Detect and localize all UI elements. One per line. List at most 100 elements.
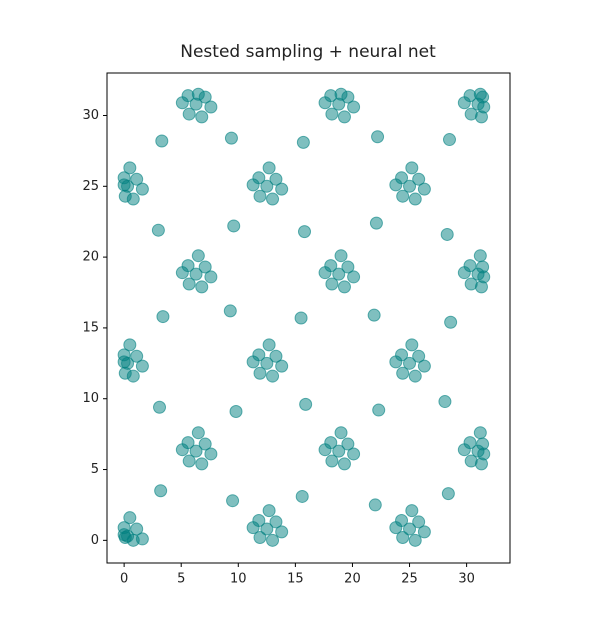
y-tick-label: 5 bbox=[91, 462, 99, 477]
point bbox=[389, 178, 403, 192]
point bbox=[347, 270, 361, 284]
point bbox=[417, 359, 431, 373]
point bbox=[405, 161, 419, 175]
x-tick-label: 15 bbox=[287, 572, 304, 587]
point bbox=[117, 355, 131, 369]
point bbox=[182, 107, 196, 121]
point bbox=[117, 528, 131, 542]
y-tick-label: 15 bbox=[82, 320, 99, 335]
point bbox=[341, 437, 355, 451]
point bbox=[325, 107, 339, 121]
point bbox=[457, 266, 471, 280]
x-tick-label: 30 bbox=[458, 572, 475, 587]
point bbox=[191, 249, 205, 263]
point bbox=[153, 400, 167, 414]
point bbox=[389, 355, 403, 369]
point bbox=[441, 487, 455, 501]
point bbox=[298, 225, 312, 239]
point bbox=[266, 369, 280, 383]
point bbox=[266, 533, 280, 547]
x-tick-label: 20 bbox=[344, 572, 361, 587]
point bbox=[334, 249, 348, 263]
point bbox=[253, 189, 267, 203]
point bbox=[224, 131, 238, 145]
point bbox=[155, 134, 169, 148]
x-tick-label: 25 bbox=[401, 572, 418, 587]
point bbox=[269, 349, 283, 363]
point bbox=[135, 182, 149, 196]
point bbox=[189, 444, 203, 458]
x-tick-label: 5 bbox=[177, 572, 185, 587]
point bbox=[396, 366, 410, 380]
point bbox=[118, 189, 132, 203]
point bbox=[408, 533, 422, 547]
point bbox=[347, 100, 361, 114]
point bbox=[417, 182, 431, 196]
point bbox=[151, 223, 165, 237]
y-tick-label: 20 bbox=[82, 250, 99, 265]
point bbox=[444, 315, 458, 329]
plot-frame bbox=[106, 72, 511, 564]
point bbox=[123, 161, 137, 175]
point bbox=[195, 280, 209, 294]
point bbox=[198, 260, 212, 274]
point bbox=[318, 96, 332, 110]
point bbox=[371, 130, 385, 144]
point bbox=[118, 366, 132, 380]
point bbox=[275, 525, 289, 539]
point bbox=[223, 304, 237, 318]
point bbox=[389, 521, 403, 535]
point bbox=[412, 172, 426, 186]
point bbox=[408, 369, 422, 383]
point bbox=[195, 457, 209, 471]
point bbox=[477, 100, 491, 114]
point bbox=[262, 161, 276, 175]
point bbox=[135, 359, 149, 373]
point bbox=[405, 338, 419, 352]
point bbox=[246, 178, 260, 192]
point bbox=[130, 172, 144, 186]
point bbox=[337, 280, 351, 294]
point bbox=[175, 96, 189, 110]
point bbox=[260, 522, 274, 536]
point bbox=[191, 426, 205, 440]
point bbox=[372, 403, 386, 417]
point bbox=[368, 498, 382, 512]
point bbox=[396, 531, 410, 545]
point bbox=[117, 178, 131, 192]
point bbox=[334, 426, 348, 440]
point bbox=[204, 270, 218, 284]
point bbox=[191, 87, 205, 101]
point bbox=[299, 397, 313, 411]
point bbox=[275, 182, 289, 196]
x-tick-label: 0 bbox=[120, 572, 128, 587]
point bbox=[412, 515, 426, 529]
point bbox=[457, 96, 471, 110]
point bbox=[269, 515, 283, 529]
point bbox=[369, 216, 383, 230]
point bbox=[204, 447, 218, 461]
point bbox=[262, 504, 276, 518]
point bbox=[189, 267, 203, 281]
point bbox=[154, 484, 168, 498]
point bbox=[473, 87, 487, 101]
point bbox=[156, 310, 170, 324]
point bbox=[347, 447, 361, 461]
point bbox=[318, 266, 332, 280]
point bbox=[403, 522, 417, 536]
point bbox=[396, 189, 410, 203]
point bbox=[438, 395, 452, 409]
point bbox=[440, 227, 454, 241]
point bbox=[269, 172, 283, 186]
point bbox=[227, 219, 241, 233]
point bbox=[175, 266, 189, 280]
point bbox=[332, 267, 346, 281]
point bbox=[295, 489, 309, 503]
point bbox=[135, 532, 149, 546]
point bbox=[473, 249, 487, 263]
point bbox=[464, 107, 478, 121]
point bbox=[246, 521, 260, 535]
point bbox=[275, 359, 289, 373]
point bbox=[123, 338, 137, 352]
